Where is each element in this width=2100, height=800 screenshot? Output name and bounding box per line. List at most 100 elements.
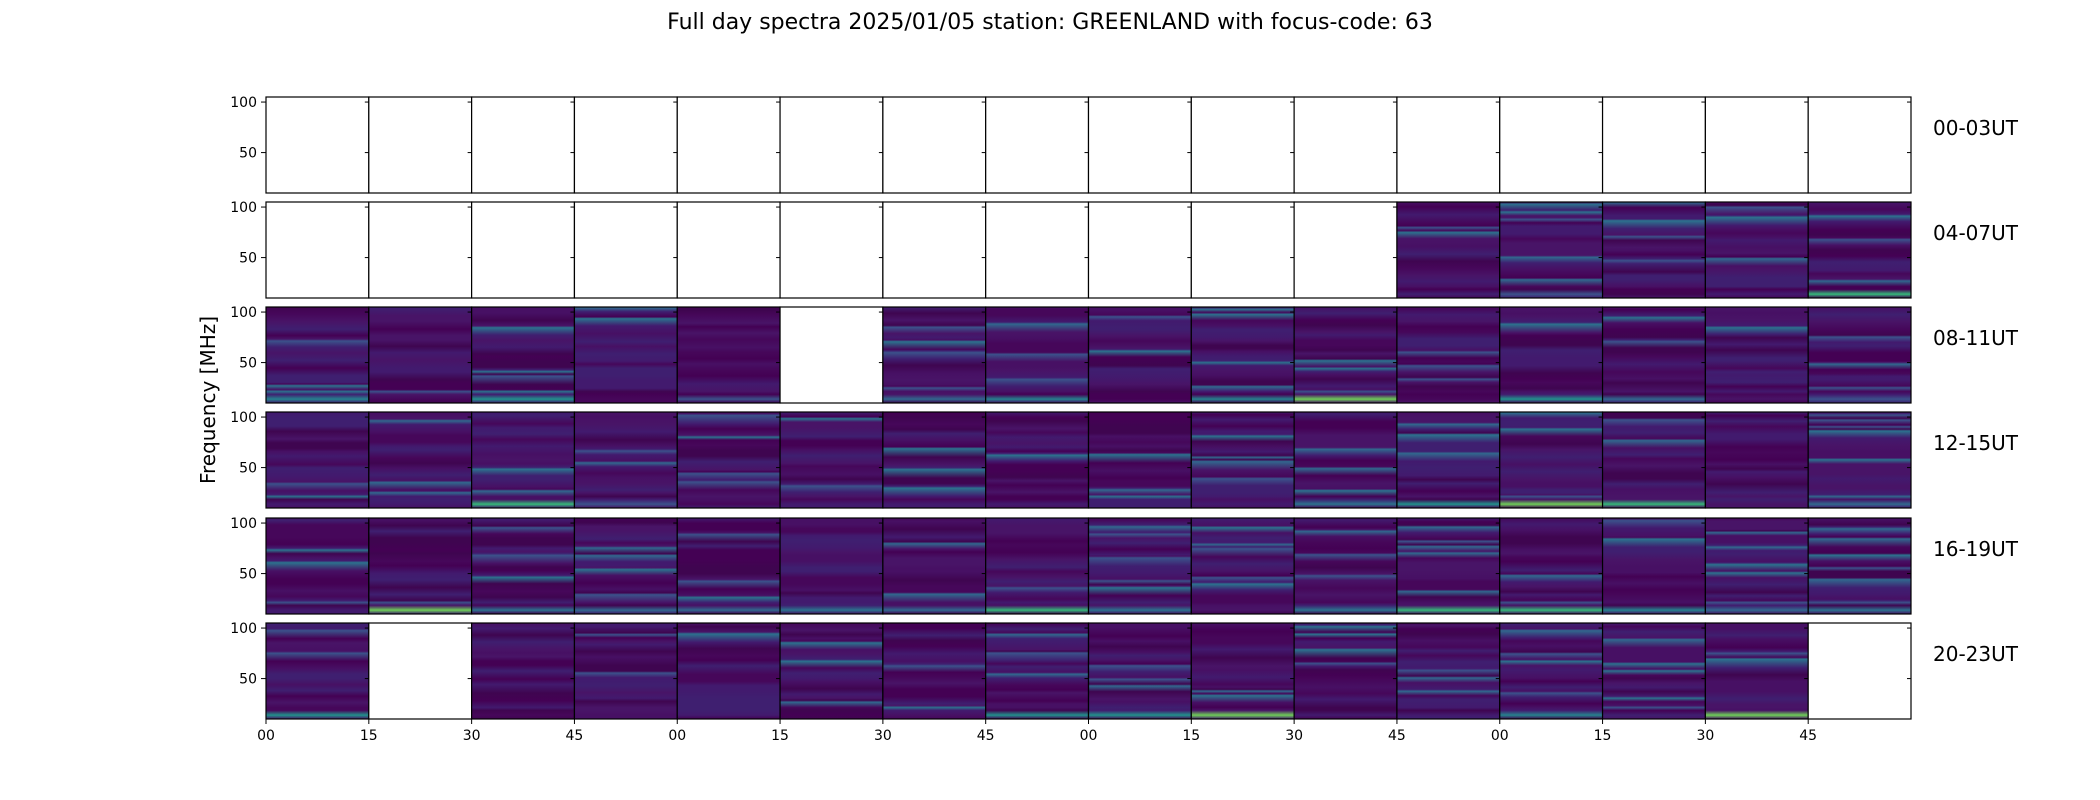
x-tick-label: 15 [360,728,378,744]
empty-panel [1294,97,1397,193]
x-tick-label: 00 [668,728,686,744]
panel-frame [1807,306,1912,404]
spectrum-panel [1808,307,1911,403]
spectrum-panel [1499,518,1603,614]
empty-panel [882,97,986,193]
spectrum-panel [471,623,575,719]
spectrum-panel [882,412,986,508]
spectrum-panel [368,412,472,508]
empty-panel [471,202,575,298]
spectrum-panel [368,518,472,614]
spectrum-panel [1294,412,1397,508]
spectrum-panel [1088,623,1192,719]
spectrum-panel [780,518,883,614]
spectrum-panel [780,412,883,508]
x-tick-label: 30 [1696,728,1714,744]
y-tick-label: 50 [239,251,257,267]
spectrum-panel [1499,623,1603,719]
spectrum-panel [985,307,1089,403]
empty-panel [677,202,781,298]
empty-panel [1191,202,1295,298]
spectrum-panel [1191,623,1295,719]
spectrum-panel [882,518,986,614]
empty-panel [574,202,678,298]
spectrum-panel [266,623,369,719]
chart-title: Full day spectra 2025/01/05 station: GRE… [667,10,1433,35]
spectrum-panel [368,307,472,403]
spectrum-panel [1499,202,1603,298]
spectrum-panel [1602,202,1706,298]
empty-panel [1499,97,1603,193]
x-tick-label: 30 [874,728,892,744]
y-tick-label: 100 [230,200,257,216]
empty-panel [368,623,472,719]
empty-panel [1396,97,1500,193]
x-tick-label: 00 [257,728,275,744]
x-tick-label: 00 [1080,728,1098,744]
spectrum-panel [1088,307,1192,403]
spectrum-panel [1191,307,1295,403]
spectrum-panel [1808,202,1911,298]
spectrum-panel [1602,307,1706,403]
spectrum-panel [574,307,678,403]
spectrum-panel [1499,412,1603,508]
spectrum-panel [1294,518,1397,614]
empty-panel [1602,97,1706,193]
panel-frame [1807,96,1912,194]
spectrum-panel [1602,412,1706,508]
panel-frame [1807,517,1912,615]
spectrum-panel [1705,623,1809,719]
x-tick-label: 15 [1594,728,1612,744]
spectrum-panel [985,412,1089,508]
empty-panel [368,202,472,298]
spectrum-panel [266,412,369,508]
spectrum-panel [1088,412,1192,508]
spectrum-panel [1808,518,1911,614]
empty-panel [780,97,883,193]
spectrum-panel [677,307,781,403]
x-tick-label: 45 [1799,728,1817,744]
panel-frame [1807,411,1912,509]
y-tick-label: 100 [230,95,257,111]
spectrum-panel [471,307,575,403]
spectrum-panel [882,623,986,719]
spectrum-panel [1602,518,1706,614]
x-tick-label: 45 [566,728,584,744]
spectrum-panel [1294,623,1397,719]
row-label: 04-07UT [1933,221,2019,245]
y-tick-label: 50 [239,567,257,583]
y-tick-label: 100 [230,410,257,426]
spectrum-panel [1294,307,1397,403]
x-tick-label: 15 [1182,728,1200,744]
x-tick-label: 45 [977,728,995,744]
y-tick-label: 100 [230,516,257,532]
empty-panel [1088,202,1192,298]
spectrum-panel [1602,623,1706,719]
spectrum-panel [1191,518,1295,614]
empty-panel [266,202,369,298]
spectrum-panel [985,518,1089,614]
empty-panel [780,202,883,298]
x-tick-label: 30 [1285,728,1303,744]
spectrum-panel [1705,518,1809,614]
y-tick-label: 50 [239,146,257,162]
row-label: 00-03UT [1933,116,2019,140]
empty-panel [677,97,781,193]
x-tick-label: 15 [771,728,789,744]
empty-panel [1294,202,1397,298]
spectrum-panel [780,623,883,719]
empty-panel [266,97,369,193]
spectrum-panel [677,623,781,719]
spectrum-panel [1396,518,1500,614]
spectrum-panel [1705,412,1809,508]
x-tick-label: 45 [1388,728,1406,744]
spectrum-panel [1396,623,1500,719]
y-tick-label: 50 [239,461,257,477]
spectrum-panel [1396,412,1500,508]
empty-panel [368,97,472,193]
empty-panel [1808,97,1911,193]
row-label: 08-11UT [1933,326,2019,350]
spectrum-panel [266,518,369,614]
empty-panel [1705,97,1809,193]
spectrum-panel [677,412,781,508]
